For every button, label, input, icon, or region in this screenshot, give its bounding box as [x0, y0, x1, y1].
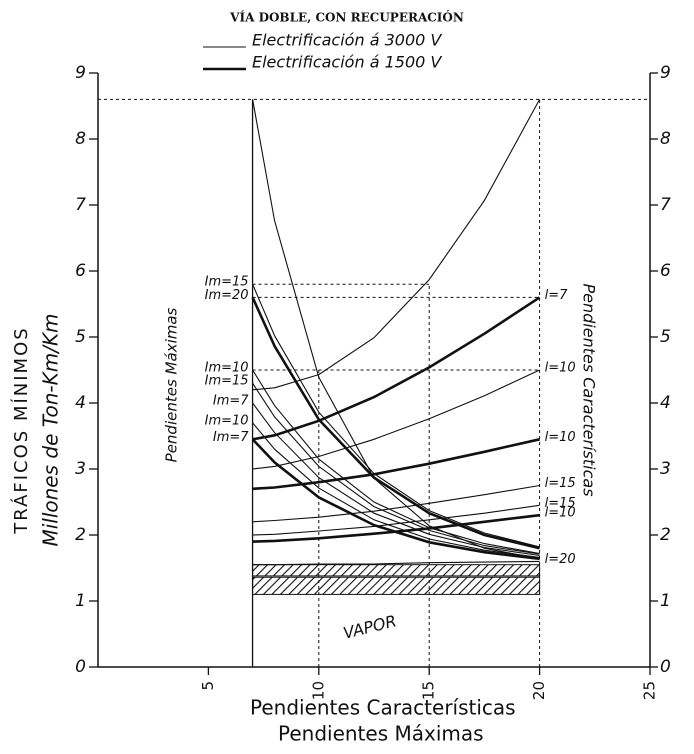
y2-tick-label: 9 [660, 63, 671, 83]
y2-tick-label: 5 [660, 327, 671, 347]
y-tick-label: 3 [75, 459, 86, 479]
curve-label: Im=15 [205, 275, 249, 290]
x-tick-label: 5 [199, 681, 217, 691]
curve-label: Im=10 [205, 413, 249, 428]
annotation: VAPOR [341, 611, 398, 643]
curve-label: Im=15 [205, 374, 249, 389]
y-tick-label: 9 [75, 63, 86, 83]
y-tick-label: 0 [75, 657, 86, 677]
inner-label: Pendientes Máximas [163, 307, 181, 462]
y-tick-label: 5 [75, 327, 86, 347]
curve-label: Im=7 [213, 394, 249, 409]
curve-label: Im=20 [205, 288, 249, 303]
x-label: Pendientes Máximas [278, 722, 484, 746]
y-label: Millones de Ton-Km/Km [39, 313, 63, 546]
curve [252, 99, 541, 391]
curve [251, 438, 540, 561]
curve [252, 484, 540, 523]
curve [252, 422, 540, 558]
y2-tick-label: 2 [660, 525, 671, 545]
hatched-band [252, 576, 541, 595]
curve-label: l=10 [545, 430, 576, 445]
curve-label: l=7 [545, 288, 569, 303]
curve [252, 402, 540, 557]
chart-title: VÍA DOBLE, CON RECUPERACIÓN [229, 9, 464, 25]
legend-label: Electrificación á 3000 V [252, 31, 442, 50]
legend-label: Electrificación á 1500 V [252, 53, 442, 72]
y-tick-label: 1 [75, 591, 86, 611]
x-label: Pendientes Características [250, 696, 516, 720]
curve-label: l=20 [545, 552, 576, 567]
curve [252, 296, 541, 441]
y2-tick-label: 4 [660, 393, 671, 413]
y-label: TRÁFICOS MÍNIMOS [10, 326, 32, 534]
y-tick-label: 7 [75, 195, 86, 215]
curve [252, 513, 540, 543]
y-tick-label: 6 [75, 261, 86, 281]
y2-tick-label: 8 [660, 129, 671, 149]
inner-label: Pendientes Características [580, 283, 599, 496]
curve [252, 382, 540, 555]
curve [252, 438, 540, 491]
y2-tick-label: 6 [660, 261, 671, 281]
y2-tick-label: 0 [660, 657, 671, 677]
y-tick-label: 4 [75, 393, 86, 413]
x-tick-label: 20 [530, 681, 548, 700]
x-tick-label: 25 [641, 681, 659, 700]
curve [252, 369, 540, 555]
y-tick-label: 8 [75, 129, 86, 149]
curve-label: l=10 [545, 506, 576, 521]
curve-label: l=15 [545, 496, 576, 511]
y2-tick-label: 7 [660, 195, 671, 215]
x-tick-label: 10 [309, 681, 327, 700]
curve [252, 560, 540, 566]
curve-label: l=10 [545, 361, 576, 376]
curve [251, 296, 540, 550]
y-tick-label: 2 [75, 525, 86, 545]
y2-tick-label: 1 [660, 591, 671, 611]
curve [252, 99, 540, 560]
curve [252, 369, 540, 470]
x-tick-label: 15 [420, 681, 438, 700]
curve-label: Im=7 [213, 430, 249, 445]
curve-label: Im=10 [205, 361, 249, 376]
hatched-band [252, 564, 541, 577]
y2-tick-label: 3 [660, 459, 671, 479]
curve [252, 504, 540, 536]
curve-label: l=15 [545, 476, 576, 491]
